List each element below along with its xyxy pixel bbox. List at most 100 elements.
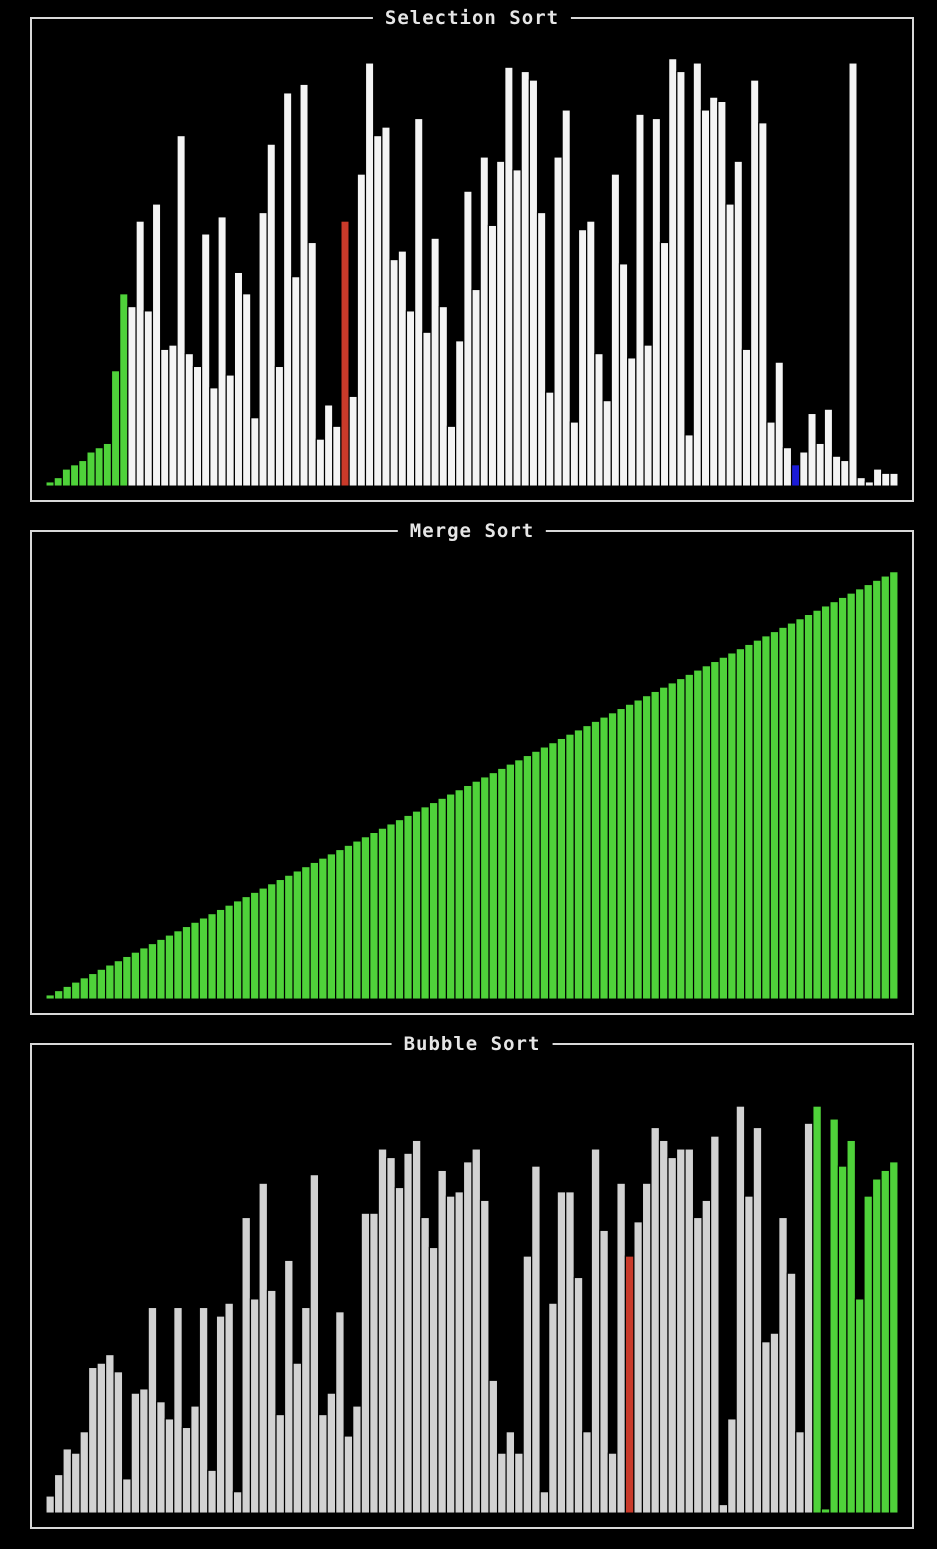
bar xyxy=(718,656,729,1000)
bar xyxy=(573,1276,584,1514)
bar xyxy=(352,1405,362,1514)
bar xyxy=(335,848,345,1000)
bar xyxy=(258,887,269,1000)
bar xyxy=(173,1306,183,1514)
bar xyxy=(437,1169,448,1514)
bar xyxy=(332,425,342,487)
bar xyxy=(381,126,391,487)
bar xyxy=(258,211,268,487)
bar xyxy=(343,1435,354,1514)
bar xyxy=(815,442,825,487)
bar xyxy=(863,583,874,1000)
bar xyxy=(790,464,801,487)
bar xyxy=(207,1469,217,1514)
bar xyxy=(201,233,211,487)
bar xyxy=(318,1413,328,1514)
bar xyxy=(69,464,80,487)
bar xyxy=(403,814,413,1000)
bar xyxy=(455,340,465,487)
bar xyxy=(326,853,337,1000)
bar xyxy=(556,737,567,1000)
bar xyxy=(79,1431,90,1514)
bar xyxy=(184,353,195,487)
bar xyxy=(420,806,430,1000)
merge-sort-chart xyxy=(45,571,899,1000)
bar xyxy=(594,353,604,487)
bar xyxy=(856,476,866,487)
bubble-sort-panel: Bubble Sort xyxy=(30,1033,914,1529)
bar xyxy=(207,913,217,1000)
bar xyxy=(156,938,166,1000)
bar xyxy=(122,955,132,1000)
bar xyxy=(727,652,737,1000)
bar xyxy=(684,1148,695,1514)
bar xyxy=(386,1156,396,1514)
bar xyxy=(139,1388,149,1514)
bar xyxy=(96,1362,107,1514)
bar xyxy=(130,1392,141,1514)
bar xyxy=(113,1371,124,1514)
bar xyxy=(241,895,252,1000)
bar xyxy=(880,575,891,1000)
bar xyxy=(420,1216,430,1514)
bar xyxy=(582,1431,592,1514)
bar xyxy=(725,203,735,487)
bar xyxy=(446,425,457,487)
bar xyxy=(283,874,294,1000)
bar xyxy=(881,472,891,487)
bar xyxy=(274,365,285,487)
bar xyxy=(758,122,768,487)
bar xyxy=(181,925,192,1000)
bar xyxy=(300,866,311,1000)
bar xyxy=(888,571,899,1000)
bar xyxy=(96,968,107,1000)
bar xyxy=(539,746,550,1000)
bar xyxy=(769,630,780,1000)
bar xyxy=(624,1255,635,1514)
bar xyxy=(156,1401,166,1514)
bar xyxy=(160,348,170,487)
bar xyxy=(561,109,571,487)
merge-sort-panel: Merge Sort xyxy=(30,520,914,1015)
bar xyxy=(437,797,448,1000)
bar xyxy=(61,468,72,487)
bar xyxy=(854,1298,865,1514)
bar xyxy=(394,1186,405,1514)
bar xyxy=(215,1315,226,1514)
bar xyxy=(192,365,203,487)
bar xyxy=(369,831,379,1000)
bar xyxy=(536,211,547,487)
bar xyxy=(650,1126,661,1514)
bar xyxy=(292,1362,303,1514)
bar xyxy=(599,1229,609,1514)
bar xyxy=(369,1212,379,1514)
bar xyxy=(198,917,209,1000)
bar xyxy=(102,442,113,487)
bar xyxy=(766,421,776,487)
bar xyxy=(79,977,90,1000)
bar xyxy=(454,789,465,1000)
bar xyxy=(386,823,396,1000)
bar xyxy=(675,677,686,1000)
bar xyxy=(548,1302,558,1514)
bar xyxy=(130,951,141,1000)
bar xyxy=(846,1139,857,1514)
bar xyxy=(122,1478,132,1514)
bar xyxy=(812,609,822,1000)
bar xyxy=(422,331,432,487)
bar xyxy=(812,1105,822,1514)
bar xyxy=(633,699,644,1000)
bar xyxy=(94,447,104,487)
bar xyxy=(761,1341,771,1514)
bar xyxy=(176,135,186,487)
bar xyxy=(266,883,277,1000)
bar xyxy=(173,930,183,1000)
bar xyxy=(590,1148,601,1514)
bar xyxy=(548,742,558,1000)
bar xyxy=(795,618,805,1000)
bar xyxy=(863,1195,874,1514)
bar xyxy=(556,1191,567,1514)
bar xyxy=(505,763,516,1000)
selection-sort-title: Selection Sort xyxy=(372,7,572,29)
bar xyxy=(309,1174,320,1514)
